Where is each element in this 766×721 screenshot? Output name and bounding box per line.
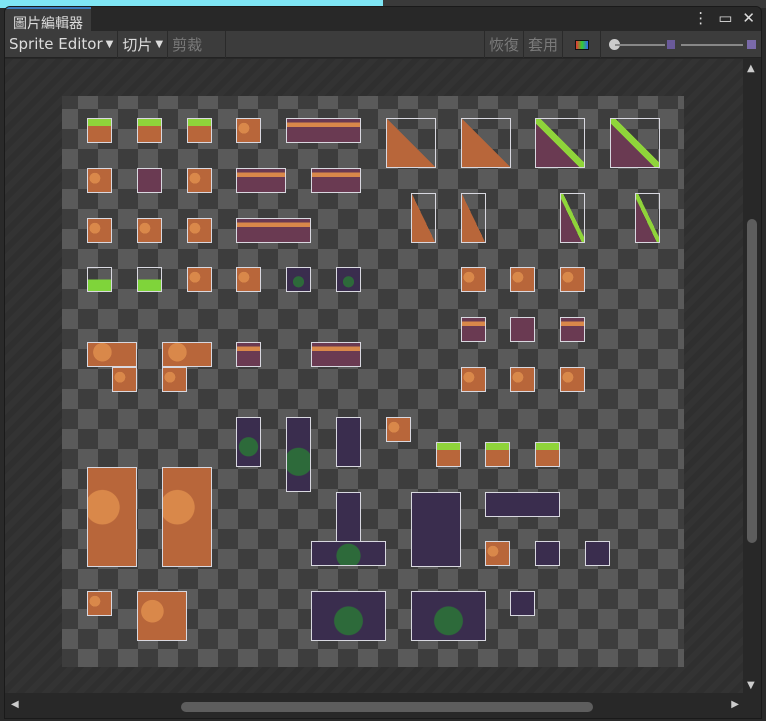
sprite-slice[interactable]: [460, 192, 486, 243]
sprite-slice[interactable]: [311, 342, 362, 368]
vertical-scroll-thumb[interactable]: [747, 219, 757, 543]
sprite-slice[interactable]: [87, 217, 112, 243]
sprite-slice[interactable]: [336, 267, 361, 293]
sprite-slice[interactable]: [236, 118, 262, 143]
sprite-slice[interactable]: [435, 441, 461, 467]
scroll-right-icon[interactable]: ▶: [731, 699, 739, 710]
maximize-icon[interactable]: ▭: [718, 9, 733, 27]
kebab-icon[interactable]: ⋮: [693, 9, 709, 27]
revert-button[interactable]: 恢復: [483, 31, 524, 58]
sprite-slice[interactable]: [186, 118, 212, 143]
vertical-scrollbar[interactable]: ▲ ▼: [743, 59, 761, 695]
sprite-slice[interactable]: [136, 167, 162, 193]
horizontal-scroll-thumb[interactable]: [181, 702, 593, 712]
sprite-slice[interactable]: [136, 267, 162, 293]
mode-label: Sprite Editor: [9, 35, 103, 53]
sprite-slice[interactable]: [485, 541, 511, 567]
texture-preview[interactable]: [62, 96, 684, 667]
sprite-slice[interactable]: [311, 541, 387, 567]
sprite-slice[interactable]: [286, 267, 312, 293]
sprite-slice[interactable]: [87, 342, 137, 368]
sprite-slice[interactable]: [286, 118, 362, 143]
sprite-slice[interactable]: [87, 466, 137, 567]
sprite-slice[interactable]: [311, 167, 362, 193]
sprite-slice[interactable]: [236, 342, 262, 368]
sprite-slice[interactable]: [236, 217, 312, 243]
sprite-slice[interactable]: [634, 192, 660, 243]
sprite-slice[interactable]: [560, 367, 586, 392]
sprite-slice[interactable]: [161, 367, 187, 392]
sprite-slice[interactable]: [186, 267, 212, 293]
sprite-slice[interactable]: [336, 491, 361, 542]
sprite-slice[interactable]: [585, 541, 610, 567]
sprite-slice[interactable]: [111, 367, 137, 392]
sprite-slice[interactable]: [186, 167, 212, 193]
sprite-slice[interactable]: [186, 217, 212, 243]
slice-label: 切片: [122, 35, 153, 54]
sprite-slice[interactable]: [236, 167, 287, 193]
mip-high-icon: [747, 40, 756, 49]
trim-button[interactable]: 剪裁: [168, 30, 227, 58]
sprite-slice[interactable]: [87, 118, 112, 143]
mode-dropdown[interactable]: Sprite Editor ▼: [5, 30, 119, 58]
sprite-slice[interactable]: [136, 118, 162, 143]
sprite-slice[interactable]: [535, 441, 561, 467]
sprite-slice[interactable]: [236, 267, 262, 293]
sprite-slice[interactable]: [535, 541, 561, 567]
sprite-slice[interactable]: [286, 416, 312, 492]
close-icon[interactable]: ✕: [742, 9, 755, 27]
sprite-slice[interactable]: [460, 118, 511, 168]
chevron-down-icon: ▼: [105, 38, 114, 50]
background-desktop: [0, 0, 766, 8]
sprite-slice[interactable]: [460, 317, 486, 343]
sprite-slice[interactable]: [609, 118, 660, 168]
sprite-slice[interactable]: [236, 416, 262, 467]
slice-dropdown[interactable]: 切片 ▼: [118, 30, 169, 58]
apply-button[interactable]: 套用: [524, 31, 563, 58]
sprite-slice[interactable]: [87, 267, 112, 293]
sprite-slice[interactable]: [136, 217, 162, 243]
sprite-slice[interactable]: [510, 317, 536, 343]
sprite-slice[interactable]: [510, 267, 536, 293]
sprite-slice[interactable]: [560, 317, 586, 343]
sprite-slice[interactable]: [87, 167, 112, 193]
sprite-slice[interactable]: [485, 441, 511, 467]
sprite-slice[interactable]: [311, 591, 387, 642]
horizontal-scrollbar[interactable]: ◀ ▶: [5, 693, 761, 718]
sprite-slice[interactable]: [336, 416, 361, 467]
sprite-slice[interactable]: [385, 416, 411, 442]
rgb-channel-icon[interactable]: [563, 31, 601, 58]
sprite-slice[interactable]: [485, 491, 561, 517]
sprite-slice[interactable]: [460, 367, 486, 392]
sprite-slice[interactable]: [410, 192, 436, 243]
scroll-down-icon[interactable]: ▼: [747, 680, 755, 691]
mip-low-icon: [667, 40, 675, 49]
sprite-slice[interactable]: [460, 267, 486, 293]
sprite-canvas[interactable]: [5, 59, 745, 695]
sprite-slice[interactable]: [136, 591, 187, 642]
sprite-slice[interactable]: [535, 118, 586, 168]
scroll-left-icon[interactable]: ◀: [11, 699, 19, 710]
toolbar: Sprite Editor ▼ 切片 ▼ 剪裁 恢復 套用: [5, 30, 761, 58]
tab-sprite-editor[interactable]: 圖片編輯器: [5, 7, 91, 32]
chevron-down-icon: ▼: [155, 38, 164, 50]
sprite-slice[interactable]: [510, 591, 536, 617]
sprite-slice[interactable]: [560, 192, 586, 243]
sprite-editor-window: 圖片編輯器 ⋮ ▭ ✕ Sprite Editor ▼ 切片 ▼ 剪裁 恢復 套用 …: [4, 6, 762, 719]
sprite-slice[interactable]: [560, 267, 586, 293]
tab-bar: 圖片編輯器 ⋮ ▭ ✕: [5, 7, 761, 32]
slider-handle[interactable]: [609, 39, 620, 50]
sprite-slice[interactable]: [87, 591, 112, 617]
sprite-slice[interactable]: [161, 466, 212, 567]
sprite-slice[interactable]: [385, 118, 436, 168]
sprite-slice[interactable]: [510, 367, 536, 392]
sprite-slice[interactable]: [161, 342, 212, 368]
sprite-slice[interactable]: [410, 491, 461, 567]
scroll-up-icon[interactable]: ▲: [747, 63, 755, 74]
zoom-slider[interactable]: [601, 31, 761, 58]
sprite-slice[interactable]: [410, 591, 486, 642]
